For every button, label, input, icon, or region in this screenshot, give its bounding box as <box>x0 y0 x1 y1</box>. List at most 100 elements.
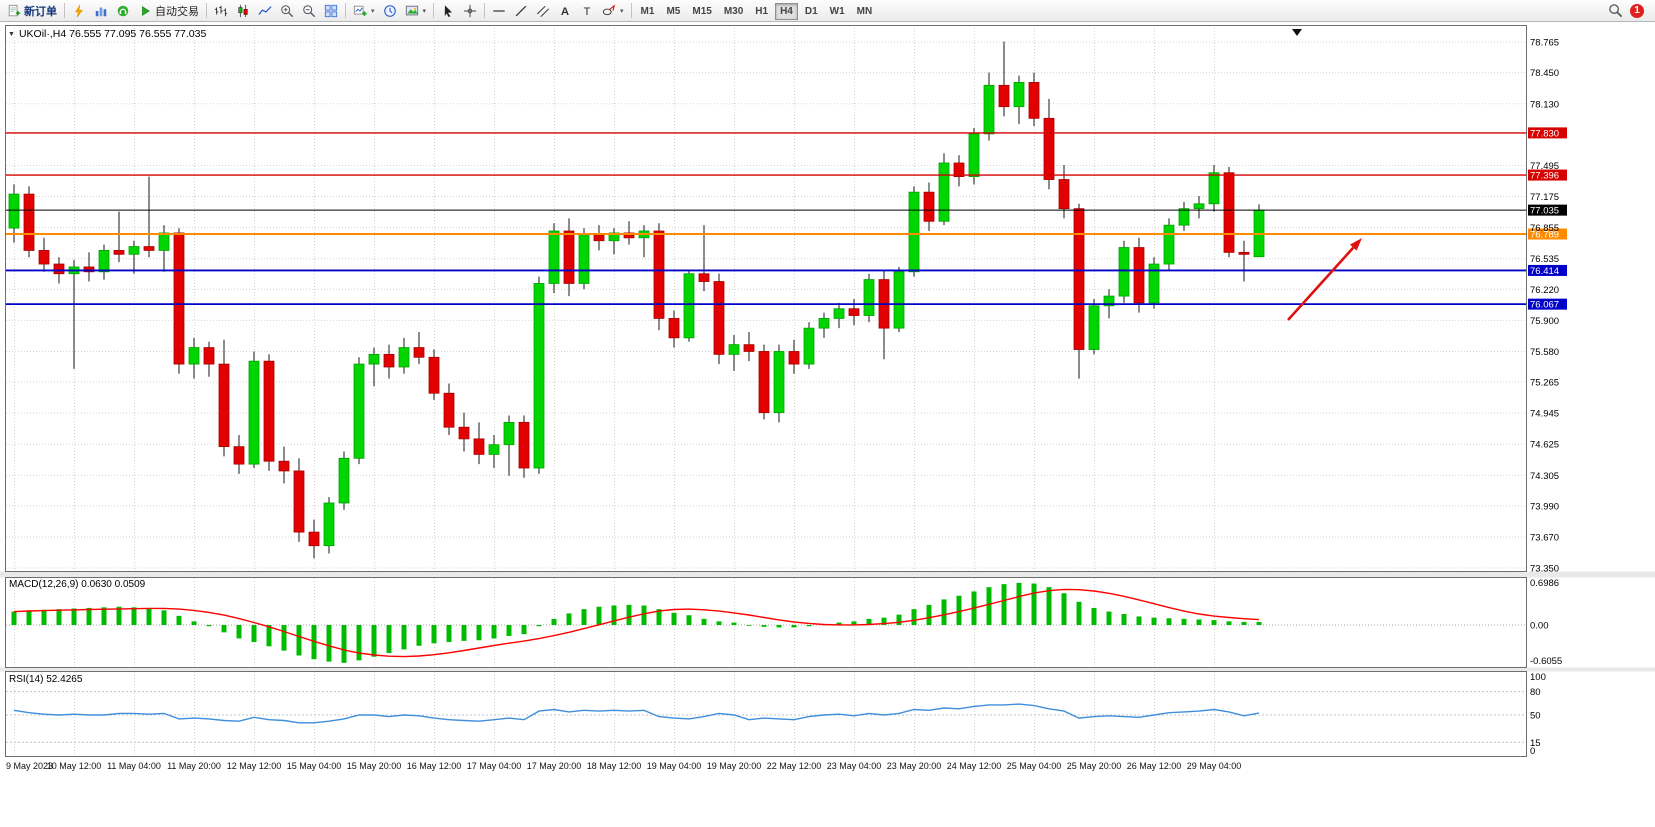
trendline-tool-button[interactable] <box>510 1 532 20</box>
symbol-header: ▼ UKOil·,H4 76.555 77.095 76.555 77.035 <box>8 28 206 40</box>
macd-indicator-label: MACD(12,26,9) 0.0630 0.0509 <box>9 579 146 590</box>
hline-icon <box>493 9 505 12</box>
line-chart-button[interactable] <box>254 1 276 20</box>
toolbar-separator <box>630 3 632 18</box>
shapes-icon <box>602 3 616 15</box>
candlestick-icon <box>238 4 248 17</box>
svg-text:73.670: 73.670 <box>1530 532 1559 543</box>
new-order-button[interactable]: 新订单 <box>3 1 61 20</box>
toolbar-separator <box>206 3 207 18</box>
svg-text:75.265: 75.265 <box>1530 378 1559 389</box>
notification-badge[interactable]: 1 <box>1630 3 1644 18</box>
text-icon: A <box>561 5 569 17</box>
market-watch-button[interactable] <box>90 1 112 20</box>
svg-text:22 May 12:00: 22 May 12:00 <box>767 761 822 771</box>
svg-text:77.495: 77.495 <box>1530 161 1559 172</box>
chart-shift-icon[interactable] <box>1292 29 1302 36</box>
period-clock-button[interactable] <box>379 1 401 20</box>
toolbar: 新订单 自动交易 <box>0 0 1655 22</box>
tile-windows-button[interactable] <box>320 1 342 20</box>
svg-text:29 May 04:00: 29 May 04:00 <box>1187 761 1242 771</box>
cursor-button[interactable] <box>437 1 459 20</box>
svg-text:19 May 20:00: 19 May 20:00 <box>707 761 762 771</box>
svg-text:76.789: 76.789 <box>1530 230 1559 241</box>
svg-text:0.6986: 0.6986 <box>1530 578 1559 589</box>
channel-tool-button[interactable] <box>532 1 554 20</box>
candlestick-chart-button[interactable] <box>232 1 254 20</box>
svg-text:25 May 04:00: 25 May 04:00 <box>1007 761 1062 771</box>
bar-chart-button[interactable] <box>210 1 232 20</box>
auto-trading-button[interactable]: 自动交易 <box>134 1 203 20</box>
clock-icon <box>383 4 396 17</box>
timeframe-w1-button[interactable]: W1 <box>825 3 850 20</box>
svg-text:17 May 20:00: 17 May 20:00 <box>527 761 582 771</box>
svg-text:74.625: 74.625 <box>1530 440 1559 451</box>
auto-trading-icon <box>142 5 150 16</box>
tile-windows-icon <box>324 4 338 17</box>
svg-text:11 May 04:00: 11 May 04:00 <box>107 761 161 771</box>
timeframe-d1-button[interactable]: D1 <box>800 3 823 20</box>
svg-text:25 May 20:00: 25 May 20:00 <box>1067 761 1122 771</box>
channel-icon <box>536 5 550 17</box>
toolbar-separator <box>345 3 346 18</box>
svg-text:15: 15 <box>1530 738 1541 749</box>
search-button[interactable] <box>1604 1 1627 20</box>
svg-text:16 May 12:00: 16 May 12:00 <box>407 761 462 771</box>
chart-window: 77.830 77.396 77.035 76.789 76.414 76.067 78.7… <box>0 22 1655 827</box>
svg-text:75.900: 75.900 <box>1530 316 1559 327</box>
new-chart-icon <box>353 5 367 16</box>
svg-text:78.450: 78.450 <box>1530 68 1559 79</box>
svg-text:76.067: 76.067 <box>1530 300 1559 311</box>
svg-text:0: 0 <box>1530 746 1535 757</box>
new-chart-button[interactable]: ▾ <box>349 1 379 20</box>
svg-text:A: A <box>561 5 569 17</box>
svg-text:18 May 12:00: 18 May 12:00 <box>587 761 642 771</box>
svg-text:23 May 20:00: 23 May 20:00 <box>887 761 942 771</box>
one-click-trading-button[interactable] <box>68 1 90 20</box>
crosshair-button[interactable] <box>459 1 481 20</box>
toolbar-separator <box>484 3 486 18</box>
svg-text:100: 100 <box>1530 672 1546 683</box>
timeframe-m1-button[interactable]: M1 <box>636 3 660 20</box>
zoom-out-icon <box>303 4 316 17</box>
horizontal-line-tool-button[interactable] <box>488 1 510 20</box>
svg-text:76.855: 76.855 <box>1530 223 1559 234</box>
chevron-down-icon: ▾ <box>620 7 624 15</box>
timeframe-m15-button[interactable]: M15 <box>687 3 716 20</box>
timeframe-toolbar: M1 M5 M15 M30 H1 H4 D1 W1 MN <box>635 1 879 20</box>
price-tags: 77.830 77.396 77.035 76.789 76.414 76.067 <box>1528 127 1567 311</box>
trend-arrow-annotation <box>1287 238 1362 321</box>
support-button[interactable] <box>112 1 134 20</box>
svg-text:76.535: 76.535 <box>1530 254 1559 265</box>
timeframe-h1-button[interactable]: H1 <box>750 3 773 20</box>
panel-frames <box>5 25 1527 757</box>
svg-text:73.990: 73.990 <box>1530 501 1559 512</box>
shapes-tool-button[interactable]: ▾ <box>598 1 628 20</box>
svg-text:73.350: 73.350 <box>1530 564 1559 575</box>
template-icon <box>405 5 418 15</box>
timeframe-m30-button[interactable]: M30 <box>719 3 748 20</box>
cursor-icon <box>444 4 452 17</box>
zoom-in-icon <box>281 4 294 17</box>
timeframe-mn-button[interactable]: MN <box>852 3 878 20</box>
svg-text:T: T <box>584 5 591 17</box>
zoom-in-button[interactable] <box>276 1 298 20</box>
template-button[interactable]: ▾ <box>401 1 431 20</box>
timeframe-m5-button[interactable]: M5 <box>661 3 685 20</box>
svg-text:74.945: 74.945 <box>1530 409 1559 420</box>
zoom-out-button[interactable] <box>298 1 320 20</box>
text-label-tool-button[interactable]: T <box>576 1 598 20</box>
text-label-icon: T <box>584 5 591 17</box>
price-scale: 78.765 78.450 78.130 77.495 77.175 76.855 76.5… <box>1530 38 1559 575</box>
svg-text:10 May 12:00: 10 May 12:00 <box>47 761 102 771</box>
svg-text:15 May 20:00: 15 May 20:00 <box>347 761 402 771</box>
svg-text:75.580: 75.580 <box>1530 347 1559 358</box>
timeframe-h4-button[interactable]: H4 <box>775 3 798 20</box>
macd-panel: 0.6986 0.00 -0.6055 <box>6 578 1562 667</box>
chart-canvas[interactable]: 77.83077.39677.03576.78976.41476.06778.7… <box>0 22 1655 827</box>
svg-text:19 May 04:00: 19 May 04:00 <box>647 761 702 771</box>
text-tool-button[interactable]: A <box>554 1 576 20</box>
svg-text:15 May 04:00: 15 May 04:00 <box>287 761 342 771</box>
svg-text:76.414: 76.414 <box>1530 266 1559 277</box>
svg-text:74.305: 74.305 <box>1530 471 1559 482</box>
